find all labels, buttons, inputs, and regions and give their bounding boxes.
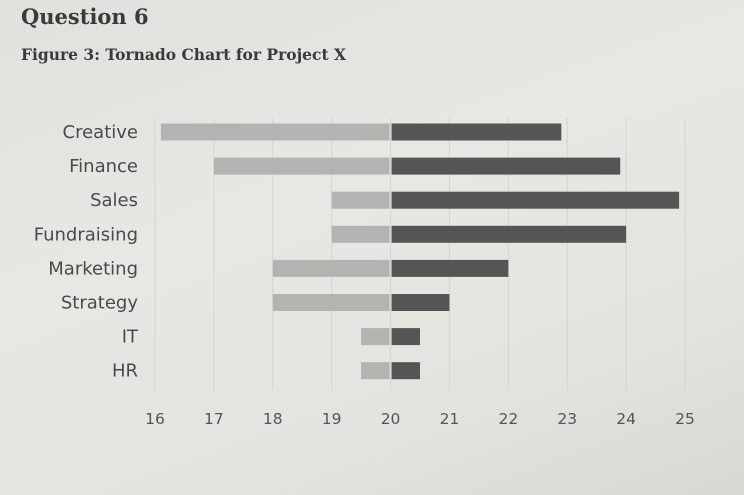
- bar-low-marketing: [272, 259, 390, 277]
- bar-low-sales: [331, 191, 390, 209]
- figure-title: Figure 3: Tornado Chart for Project X: [21, 45, 347, 64]
- bar-high-hr: [391, 362, 420, 380]
- x-tick-label: 16: [145, 410, 165, 428]
- bar-high-sales: [391, 191, 680, 209]
- bar-low-creative: [160, 123, 390, 141]
- category-label: Finance: [69, 156, 138, 177]
- bar-low-it: [361, 328, 390, 346]
- x-tick-label: 25: [675, 410, 695, 428]
- question-heading: Question 6: [21, 4, 149, 29]
- category-label: Sales: [90, 190, 138, 211]
- bar-high-finance: [391, 157, 621, 175]
- bar-low-strategy: [272, 294, 390, 311]
- x-tick-label: 18: [263, 410, 283, 428]
- bar-high-fundraising: [391, 225, 627, 243]
- bar-high-creative: [391, 123, 562, 141]
- category-label: HR: [112, 361, 138, 382]
- bar-low-fundraising: [331, 225, 390, 243]
- x-tick-label: 17: [204, 410, 224, 428]
- category-label: Creative: [63, 122, 138, 143]
- x-tick-label: 24: [616, 410, 636, 428]
- bar-high-it: [391, 328, 420, 346]
- x-tick-label: 20: [381, 410, 401, 428]
- x-tick-label: 19: [322, 410, 342, 428]
- category-label: IT: [122, 327, 139, 348]
- x-tick-label: 23: [557, 410, 577, 428]
- bar-high-strategy: [391, 294, 450, 311]
- bar-high-marketing: [391, 259, 509, 277]
- category-label: Marketing: [48, 258, 138, 279]
- bar-low-finance: [213, 157, 390, 175]
- x-tick-label: 22: [498, 410, 518, 428]
- category-label: Strategy: [61, 293, 138, 314]
- category-label: Fundraising: [34, 224, 138, 245]
- bar-low-hr: [361, 362, 390, 380]
- x-tick-label: 21: [440, 410, 460, 428]
